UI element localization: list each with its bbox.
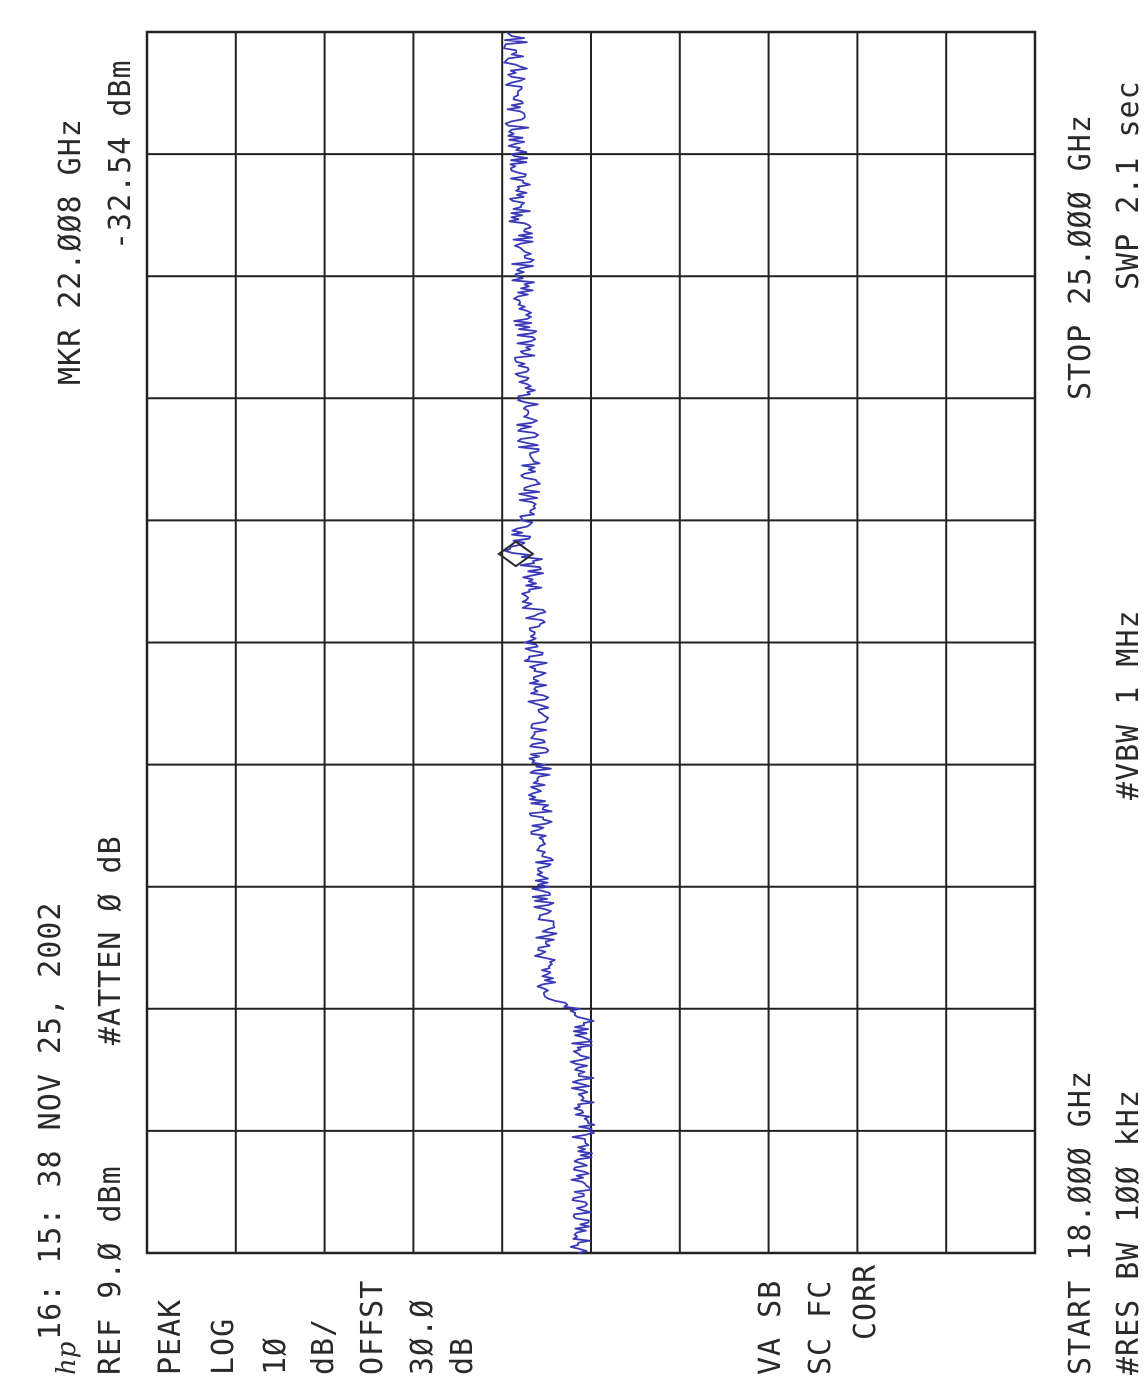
resolution-bandwidth: #RES BW 1ØØ kHz [1111,1089,1146,1375]
corr: CORR [848,1264,883,1340]
video-bandwidth: #VBW 1 MHz [1111,609,1146,800]
offset-label: OFFST [355,1280,390,1375]
va-sb: VA SB [753,1280,788,1375]
marker-layer [497,540,535,568]
ref-level: REF 9.Ø dBm [93,1165,128,1375]
attenuation: #ATTEN Ø dB [93,835,128,1045]
sc-fc: SC FC [803,1280,838,1375]
detector-mode: PEAK [153,1299,188,1375]
marker-diamond-icon [497,540,535,568]
scale-type: LOG [206,1318,241,1375]
offset-value: 3Ø.Ø [405,1299,440,1375]
marker-level: -32.54 dBm [103,59,138,250]
graticule [145,30,1037,1255]
start-frequency: START 18.ØØØ GHz [1063,1070,1098,1375]
scale-unit: dB/ [306,1318,341,1375]
offset-unit: dB [445,1337,480,1375]
stop-frequency: STOP 25.ØØØ GHz [1063,114,1098,400]
marker-frequency: MKR 22.ØØ8 GHz [53,118,88,385]
spectrum-trace [503,31,596,1254]
sweep-time: SWP 2.1 sec [1111,80,1146,290]
hp-logo: hp [52,1341,82,1375]
trace-layer [503,31,596,1254]
scale-value: 1Ø [258,1337,293,1375]
timestamp: 16: 15: 38 NOV 25, 2002 [33,902,68,1340]
